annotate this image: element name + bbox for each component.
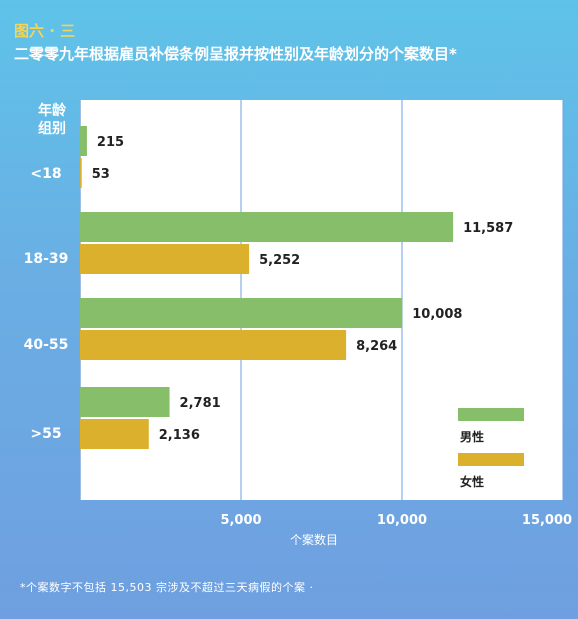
age-group-header-line2: 组别 <box>38 121 66 137</box>
bar-male <box>80 387 170 417</box>
legend-swatch-male <box>458 408 524 421</box>
bar-male <box>80 298 403 328</box>
bar-value-label: 5,252 <box>259 253 300 268</box>
bar-value-label: 11,587 <box>463 221 513 236</box>
x-tick-label: 15,000 <box>522 513 572 528</box>
bar-male <box>80 126 87 156</box>
chart-title: 二零零九年根据雇员补偿条例呈报并按性别及年龄划分的个案数目* <box>14 45 457 63</box>
x-tick-label: 5,000 <box>220 513 261 528</box>
category-label: 40-55 <box>23 337 69 353</box>
legend-swatch-female <box>458 453 524 466</box>
legend-label: 女性 <box>460 474 484 489</box>
category-label: <18 <box>30 166 62 182</box>
bar-value-label: 215 <box>97 135 124 150</box>
bar-male <box>80 212 454 242</box>
age-group-header: 年龄 组别 <box>30 102 74 138</box>
bar-value-label: 2,781 <box>180 396 221 411</box>
category-label: >55 <box>30 426 62 442</box>
category-label: 18-39 <box>23 251 69 267</box>
figure-label: 图六 · 三 <box>14 22 76 40</box>
bar-female <box>80 419 149 449</box>
bar-value-label: 53 <box>92 167 110 182</box>
footnote: *个案数字不包括 15,503 宗涉及不超过三天病假的个案 · <box>20 581 314 594</box>
x-axis-title: 个案数目 <box>290 533 339 547</box>
bar-female <box>80 158 82 188</box>
x-tick-label: 10,000 <box>377 513 427 528</box>
bar-female <box>80 330 347 360</box>
legend-label: 男性 <box>460 429 484 444</box>
bar-value-label: 8,264 <box>356 339 397 354</box>
bar-female <box>80 244 250 274</box>
bar-value-label: 10,008 <box>412 307 462 322</box>
bar-value-label: 2,136 <box>159 428 200 443</box>
age-group-header-line1: 年龄 <box>38 103 66 119</box>
